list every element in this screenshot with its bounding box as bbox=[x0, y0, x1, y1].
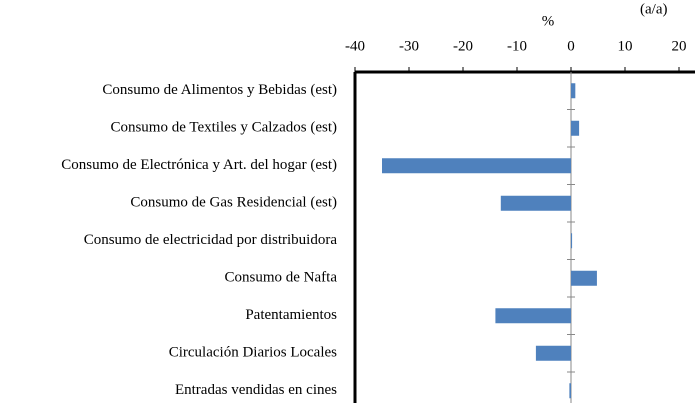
y-tick-label: Consumo de Textiles y Calzados (est) bbox=[110, 120, 337, 136]
y-tick-label: Circulación Diarios Locales bbox=[169, 345, 337, 361]
x-tick-label: 20 bbox=[672, 38, 687, 54]
bar bbox=[535, 345, 571, 361]
bar bbox=[571, 120, 580, 136]
y-tick-label: Patentamientos bbox=[245, 307, 337, 323]
bar bbox=[495, 308, 571, 324]
x-axis-label: % bbox=[542, 13, 555, 29]
y-tick-label: Consumo de electricidad por distribuidor… bbox=[84, 232, 338, 248]
x-tick-label: -10 bbox=[507, 38, 527, 54]
bar bbox=[569, 383, 571, 399]
x-tick-label: 10 bbox=[618, 38, 633, 54]
x-tick-label: 0 bbox=[567, 38, 575, 54]
chart-subtitle: (a/a) bbox=[640, 1, 667, 17]
x-tick-label: -30 bbox=[399, 38, 419, 54]
y-tick-label: Consumo de Alimentos y Bebidas (est) bbox=[102, 82, 337, 98]
y-tick-label: Consumo de Gas Residencial (est) bbox=[130, 195, 337, 211]
x-tick-label: -40 bbox=[345, 38, 365, 54]
y-tick-label: Entradas vendidas en cines bbox=[175, 382, 337, 398]
bar bbox=[571, 83, 576, 99]
bar bbox=[571, 270, 597, 286]
bar bbox=[382, 158, 571, 174]
y-tick-label: Consumo de Nafta bbox=[225, 270, 338, 286]
x-tick-label: -20 bbox=[453, 38, 473, 54]
bar bbox=[571, 233, 573, 249]
y-tick-label: Consumo de Electrónica y Art. del hogar … bbox=[61, 157, 337, 173]
bar bbox=[500, 195, 571, 211]
